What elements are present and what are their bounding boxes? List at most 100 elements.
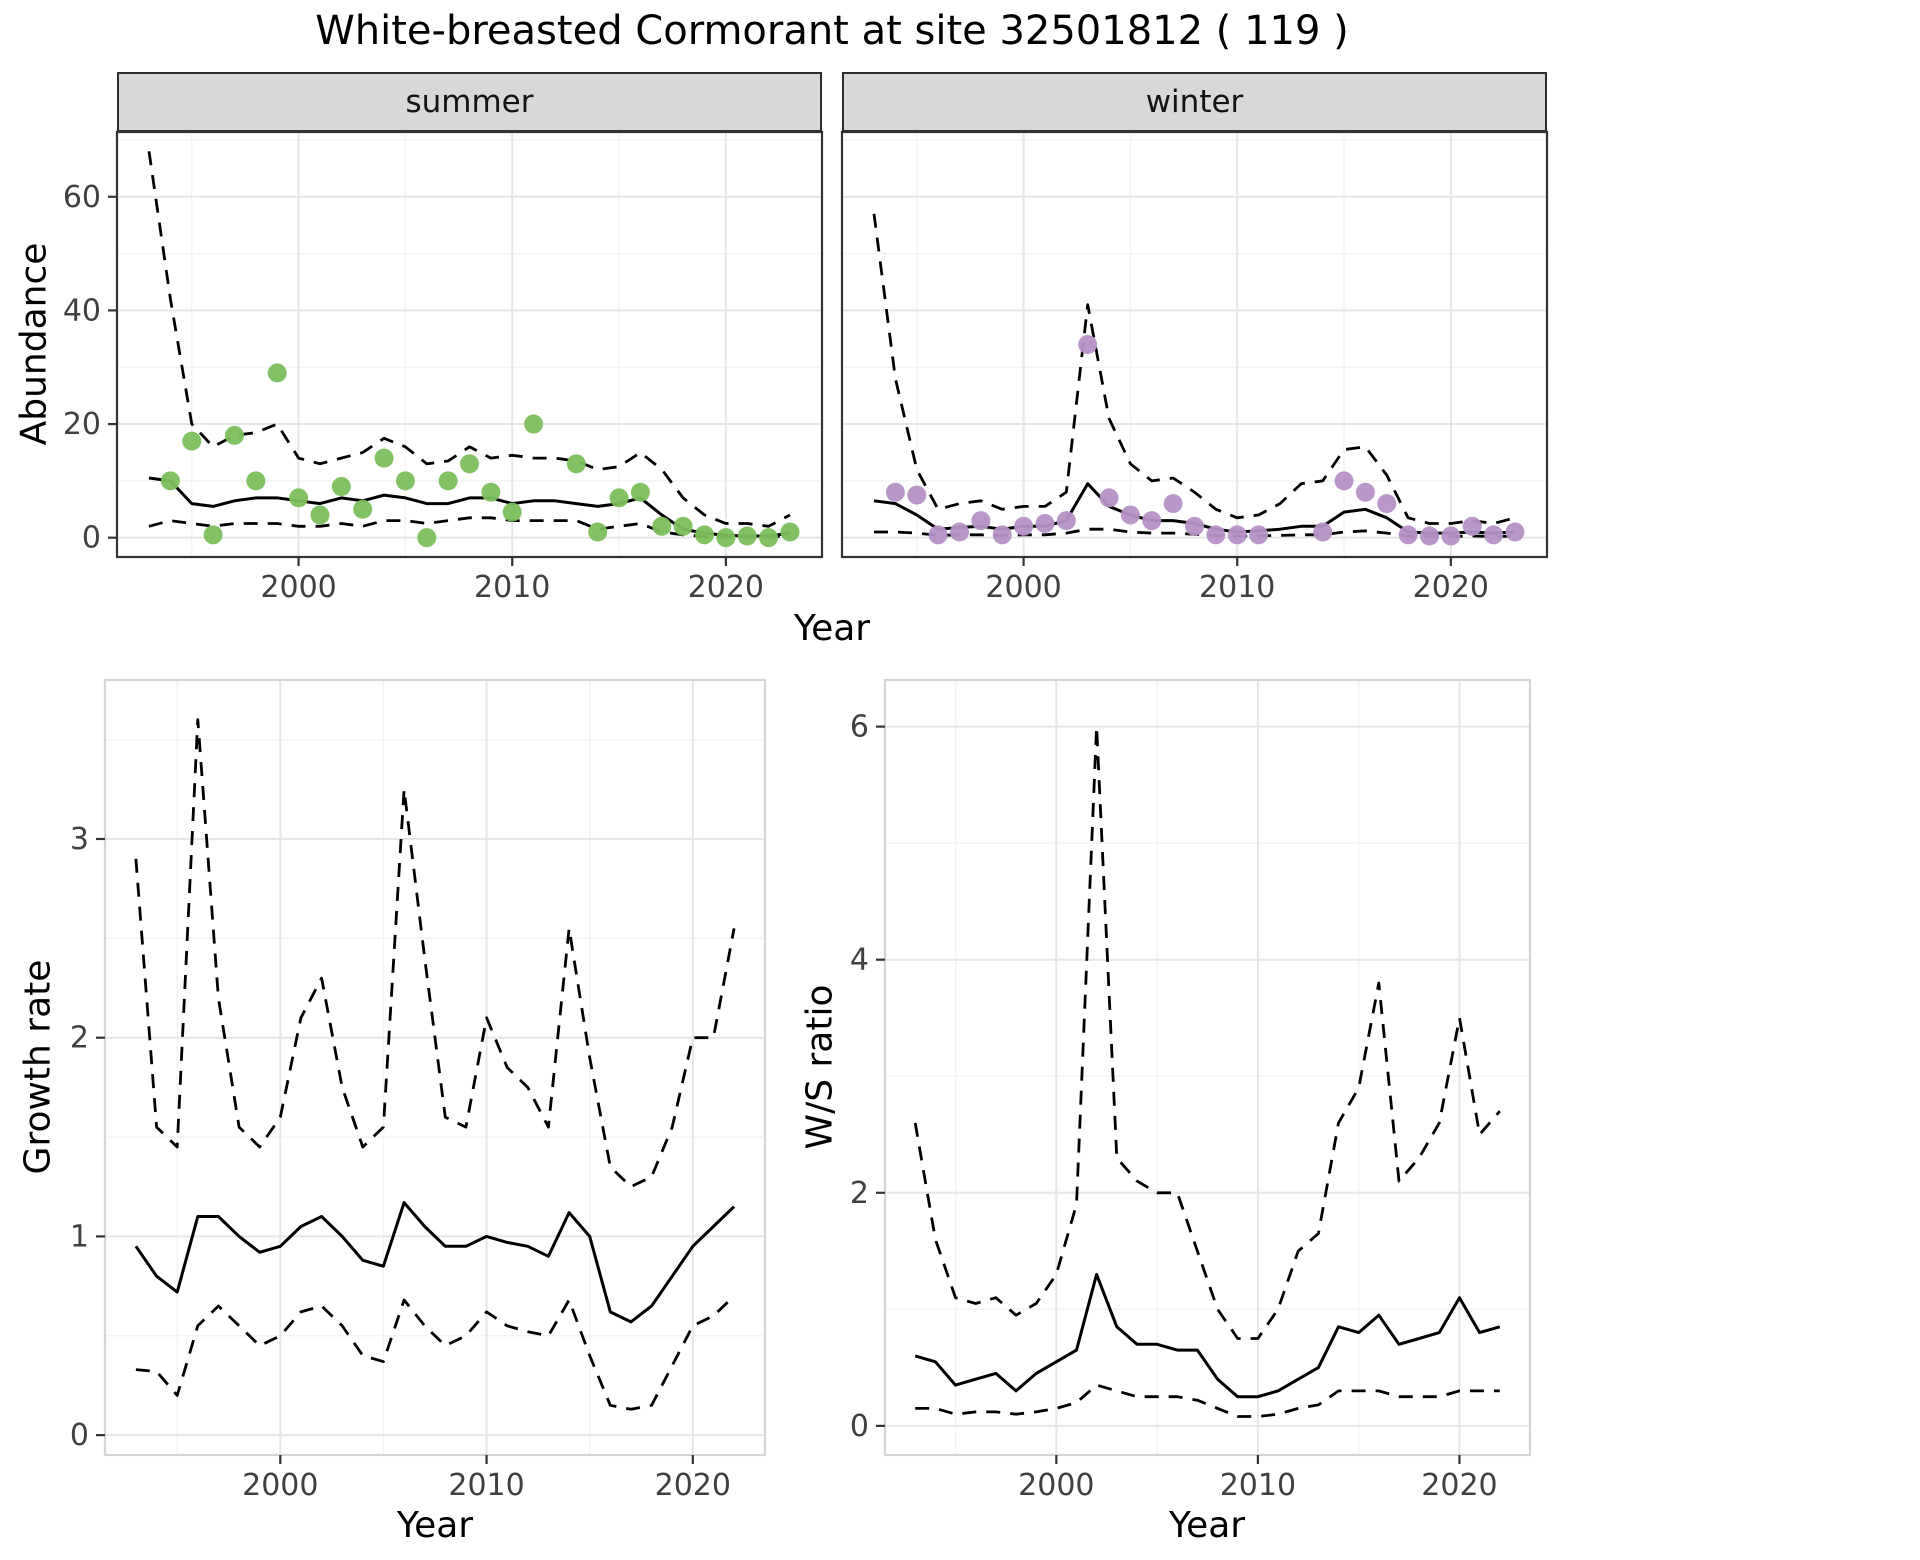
data-point xyxy=(225,425,244,445)
data-point xyxy=(374,448,394,468)
panel-abundance_summer: 2000 2010 2020 0 20 40 60 xyxy=(63,130,824,605)
panel-ws_ratio: 2000 2010 2020 0 2 4 6 xyxy=(850,678,1532,1503)
x-tick-label: 2010 xyxy=(1220,1468,1296,1503)
data-point xyxy=(1420,526,1439,546)
data-point xyxy=(1484,525,1504,545)
panel-abundance_winter: 2000 2010 2020 xyxy=(840,130,1549,605)
data-point xyxy=(203,525,223,545)
y-tick-label: 60 xyxy=(63,180,101,215)
data-point xyxy=(907,485,927,505)
x-tick-label: 2010 xyxy=(1199,570,1275,605)
x-tick-label: 2010 xyxy=(448,1468,524,1503)
data-point xyxy=(609,488,629,508)
x-tick-label: 2020 xyxy=(688,570,764,605)
data-point xyxy=(1014,516,1034,536)
data-point xyxy=(1398,525,1418,545)
y-tick-label: 2 xyxy=(70,1021,89,1056)
y-tick-label: 6 xyxy=(850,710,869,745)
data-point xyxy=(438,471,458,491)
data-point xyxy=(695,525,714,545)
y-tick-label: 0 xyxy=(70,1418,89,1453)
facet-strip-winter: winter xyxy=(842,72,1547,132)
data-point xyxy=(1078,335,1098,354)
data-point xyxy=(928,525,948,545)
data-point xyxy=(1142,511,1162,531)
data-point xyxy=(1334,471,1354,491)
y-tick-label: 40 xyxy=(63,293,101,328)
data-point xyxy=(502,502,522,522)
abundance_summer-upper_ci-line xyxy=(147,151,791,528)
panel-border xyxy=(883,678,1532,1457)
facet-label-winter: winter xyxy=(1145,84,1244,120)
data-point xyxy=(353,499,373,519)
data-point xyxy=(1462,516,1482,536)
data-point xyxy=(417,528,437,548)
x-tick-label: 2020 xyxy=(1421,1468,1497,1503)
panel-border xyxy=(115,130,824,559)
data-point xyxy=(885,482,905,502)
data-point xyxy=(737,526,757,546)
data-point xyxy=(481,482,501,502)
data-point xyxy=(1355,482,1375,502)
data-point xyxy=(630,482,650,502)
data-point xyxy=(160,471,180,491)
y-tick-label: 4 xyxy=(850,943,869,978)
y-tick-label: 20 xyxy=(63,407,101,442)
data-point xyxy=(950,522,969,542)
y-tick-label: 2 xyxy=(850,1176,869,1211)
data-point xyxy=(588,522,608,542)
abundance_summer-observed-points xyxy=(160,363,800,548)
panel-border xyxy=(103,678,767,1457)
data-point xyxy=(1206,525,1226,545)
data-point xyxy=(1056,511,1076,531)
data-point xyxy=(1099,488,1119,508)
data-point xyxy=(652,516,672,536)
ws_ratio-upper_ci-line xyxy=(913,725,1501,1340)
data-point xyxy=(1185,516,1204,536)
data-point xyxy=(524,414,544,434)
x-tick-label: 2000 xyxy=(985,570,1061,605)
y-tick-label: 3 xyxy=(70,822,89,857)
ws_ratio-lower_ci-line xyxy=(915,1383,1500,1418)
data-point xyxy=(1163,494,1183,514)
top-year-axis-title: Year xyxy=(793,608,871,649)
data-point xyxy=(971,511,991,531)
facet-label-summer: summer xyxy=(405,84,534,120)
y-tick-label: 1 xyxy=(70,1219,89,1254)
data-point xyxy=(331,477,351,497)
x-tick-label: 2020 xyxy=(655,1468,731,1503)
data-point xyxy=(673,516,693,536)
abundance_winter-upper_ci-line xyxy=(872,213,1516,525)
x-tick-label: 2000 xyxy=(1018,1468,1094,1503)
data-point xyxy=(1035,513,1055,533)
data-point xyxy=(1441,526,1461,546)
data-point xyxy=(1227,525,1247,545)
ws_ratio-mean-line xyxy=(914,1272,1501,1399)
data-point xyxy=(759,528,779,548)
data-point xyxy=(566,454,586,474)
panel-border xyxy=(840,130,1549,559)
figure-title: White-breasted Cormorant at site 3250181… xyxy=(315,8,1349,54)
data-point xyxy=(716,528,736,548)
data-point xyxy=(289,488,309,508)
data-point xyxy=(310,505,330,525)
growth_rate-upper_ci-line xyxy=(134,718,736,1189)
ws-year-axis-title: Year xyxy=(1168,1505,1246,1546)
x-tick-label: 2020 xyxy=(1413,570,1489,605)
data-point xyxy=(1377,494,1397,514)
data-point xyxy=(1120,505,1140,525)
growth_rate-lower_ci-line xyxy=(135,1294,736,1411)
data-point xyxy=(1313,522,1333,542)
growth-year-axis-title: Year xyxy=(396,1505,474,1546)
x-tick-label: 2000 xyxy=(260,570,336,605)
data-point xyxy=(460,454,479,474)
panel-growth_rate: 2000 2010 2020 0 1 2 3 xyxy=(70,678,767,1503)
data-point xyxy=(1505,522,1525,542)
y-tick-label: 0 xyxy=(850,1409,869,1444)
y-tick-label: 0 xyxy=(82,521,101,556)
data-point xyxy=(780,522,800,542)
data-point xyxy=(992,525,1012,545)
data-point xyxy=(1249,525,1269,545)
